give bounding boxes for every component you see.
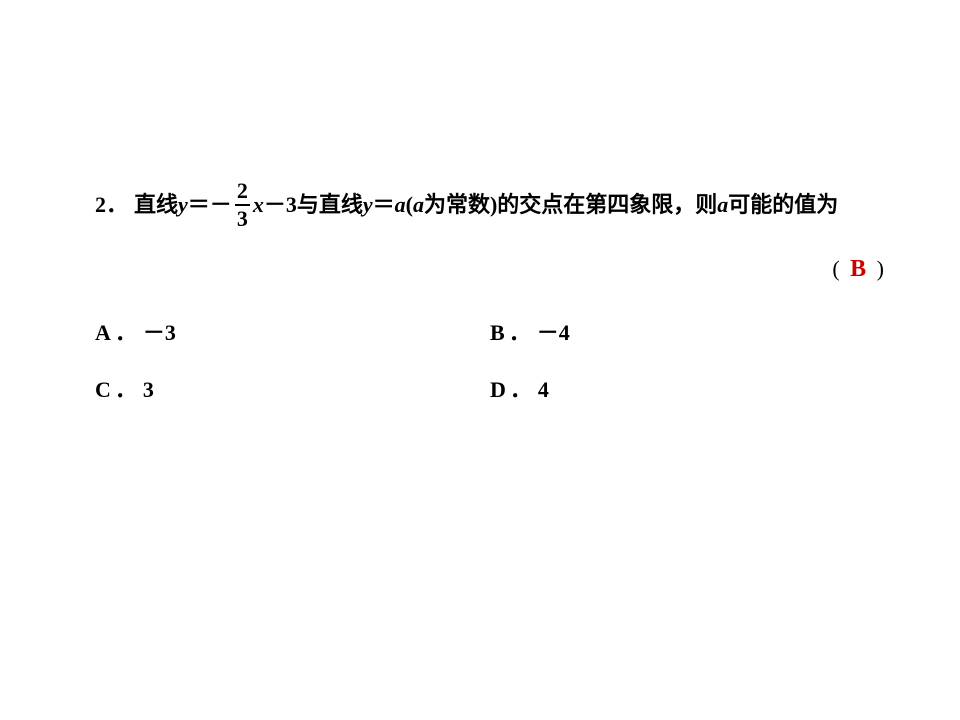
- question-number: 2．: [95, 187, 128, 222]
- var-y-2: y: [363, 187, 373, 222]
- answer-row: ( B ): [95, 240, 885, 295]
- option-a-sep: ．: [115, 320, 137, 345]
- var-x: x: [253, 187, 264, 222]
- var-y-1: y: [178, 187, 188, 222]
- option-c[interactable]: C．3: [95, 372, 490, 407]
- option-a-value: －3: [143, 320, 176, 345]
- option-d[interactable]: D．4: [490, 372, 885, 407]
- stem-text-3: 为常数)的交点在第四象限，则: [424, 187, 717, 222]
- question-stem: 2． 直线 y ＝－ 2 3 x －3 与直线 y ＝ a ( a 为常数)的交…: [95, 180, 885, 230]
- answer-blank: ( B ): [832, 250, 885, 288]
- options-grid: A．－3 B．－4 C．3 D．4: [95, 315, 885, 407]
- paren-open: (: [832, 256, 840, 281]
- eq-sign-2: ＝: [373, 187, 395, 222]
- option-b-label: B: [490, 320, 505, 345]
- option-a-label: A: [95, 320, 111, 345]
- option-d-value: 4: [538, 377, 549, 402]
- fraction-numerator: 2: [235, 180, 250, 204]
- var-a-1: a: [395, 187, 406, 222]
- eq-sign-1: ＝－: [188, 187, 232, 222]
- options-row-2: C．3 D．4: [95, 372, 885, 407]
- var-a-2: a: [413, 187, 424, 222]
- question-block: 2． 直线 y ＝－ 2 3 x －3 与直线 y ＝ a ( a 为常数)的交…: [95, 180, 885, 429]
- stem-text-2: 与直线: [297, 187, 363, 222]
- var-a-3: a: [717, 187, 728, 222]
- option-a[interactable]: A．－3: [95, 315, 490, 350]
- stem-text-1: 直线: [134, 187, 178, 222]
- option-b-value: －4: [537, 320, 570, 345]
- option-c-value: 3: [143, 377, 154, 402]
- paren-close: ): [877, 256, 885, 281]
- eq-tail-1: －3: [264, 187, 297, 222]
- fraction-denominator: 3: [235, 204, 250, 230]
- option-d-label: D: [490, 377, 506, 402]
- fraction-2-3: 2 3: [235, 180, 250, 230]
- answer-value: B: [847, 256, 870, 282]
- option-b[interactable]: B．－4: [490, 315, 885, 350]
- stem-text-4: 可能的值为: [728, 187, 838, 222]
- option-d-sep: ．: [510, 377, 532, 402]
- page: 2． 直线 y ＝－ 2 3 x －3 与直线 y ＝ a ( a 为常数)的交…: [0, 0, 960, 720]
- option-c-sep: ．: [115, 377, 137, 402]
- options-row-1: A．－3 B．－4: [95, 315, 885, 350]
- option-b-sep: ．: [509, 320, 531, 345]
- option-c-label: C: [95, 377, 111, 402]
- paren-open-inline: (: [406, 187, 413, 222]
